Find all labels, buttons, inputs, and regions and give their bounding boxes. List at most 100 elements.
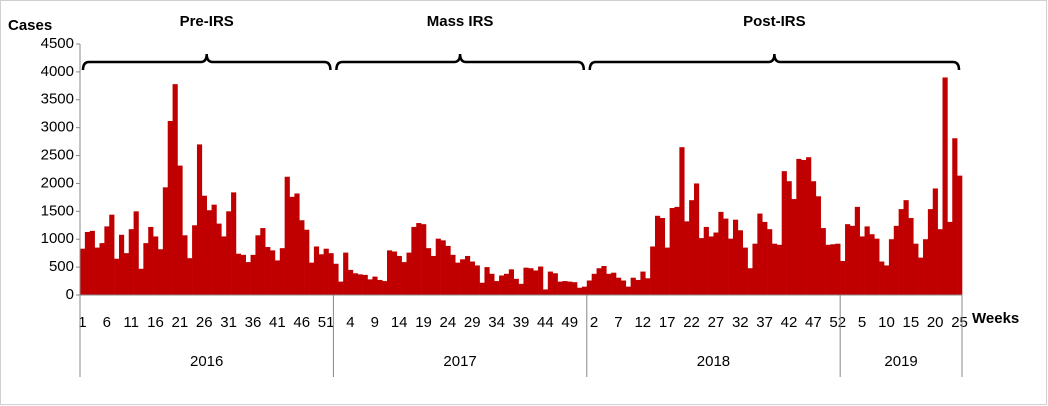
x-tick-label: 1 — [78, 314, 86, 331]
bar — [450, 254, 456, 295]
bar — [640, 271, 646, 295]
bar — [620, 280, 627, 295]
y-tick-label: 0 — [66, 286, 74, 303]
bar — [533, 270, 539, 295]
x-tick-label: 21 — [172, 314, 189, 331]
bar — [854, 206, 860, 295]
bar — [265, 247, 271, 295]
x-tick-label: 16 — [147, 314, 164, 331]
x-tick-label: 17 — [659, 314, 676, 331]
bar — [796, 158, 802, 295]
x-tick-label: 47 — [805, 314, 822, 331]
bar — [762, 221, 768, 295]
bar — [196, 144, 203, 295]
y-tick-label: 1000 — [41, 230, 74, 247]
year-label: 2016 — [190, 353, 223, 370]
bar — [674, 206, 680, 295]
bar — [406, 252, 412, 295]
x-tick-label: 11 — [123, 314, 139, 331]
bar — [416, 223, 422, 295]
bar — [864, 226, 870, 295]
bar — [80, 248, 86, 295]
bar — [411, 226, 417, 295]
x-tick-label: 20 — [927, 314, 944, 331]
bar — [503, 273, 510, 295]
bar — [89, 230, 95, 295]
bar — [586, 280, 592, 295]
bar — [659, 218, 666, 295]
bar — [747, 268, 753, 295]
bar — [440, 240, 446, 295]
x-tick-label: 39 — [513, 314, 530, 331]
bar — [703, 226, 709, 295]
bar — [357, 274, 363, 295]
bar — [518, 283, 524, 295]
bar — [927, 209, 934, 295]
bar — [372, 276, 378, 295]
bar — [547, 271, 553, 295]
x-tick-label: 26 — [196, 314, 213, 331]
bar — [474, 265, 480, 295]
bar — [143, 243, 149, 295]
bar — [362, 274, 368, 295]
bar — [279, 248, 285, 295]
bar — [343, 252, 349, 295]
bar — [723, 218, 729, 295]
bar — [932, 188, 938, 295]
bar — [460, 259, 466, 295]
bar — [664, 247, 670, 295]
bar — [172, 84, 178, 295]
bar — [655, 215, 661, 295]
bar — [908, 218, 914, 295]
x-tick-label: 4 — [346, 314, 354, 331]
y-tick-label: 2000 — [41, 174, 74, 191]
bar — [182, 235, 188, 295]
phase-label: Post-IRS — [743, 13, 806, 30]
x-tick-label: 19 — [415, 314, 432, 331]
bar — [757, 213, 763, 295]
bar — [396, 255, 402, 295]
bar — [669, 207, 675, 295]
x-tick-label: 5 — [858, 314, 866, 331]
x-tick-label: 42 — [781, 314, 798, 331]
bar — [304, 229, 310, 295]
bar — [840, 260, 846, 295]
bar — [192, 225, 198, 295]
bar — [806, 157, 812, 295]
bar — [109, 214, 115, 295]
bar — [557, 281, 563, 295]
bar — [114, 258, 120, 295]
bar — [226, 211, 232, 295]
x-tick-label: 44 — [537, 314, 554, 331]
bar — [157, 249, 164, 295]
bar — [299, 220, 305, 295]
bar — [338, 281, 344, 295]
bar — [577, 287, 583, 295]
x-tick-label: 37 — [756, 314, 773, 331]
bar — [689, 200, 695, 295]
x-tick-label: 36 — [245, 314, 262, 331]
y-tick-label: 3000 — [41, 119, 74, 136]
bar — [499, 275, 505, 295]
bar — [732, 219, 739, 295]
bar — [84, 231, 91, 295]
y-tick-label: 1500 — [41, 202, 74, 219]
bar — [835, 243, 841, 295]
bar — [918, 257, 924, 295]
bar — [791, 199, 797, 295]
bar — [162, 187, 169, 295]
bar — [128, 229, 134, 295]
bar — [903, 200, 909, 295]
bar — [630, 277, 636, 295]
bar — [221, 236, 227, 295]
bar — [542, 289, 549, 295]
bar — [923, 239, 929, 295]
x-tick-label: 22 — [683, 314, 700, 331]
x-tick-label: 27 — [708, 314, 725, 331]
x-tick-label: 49 — [561, 314, 578, 331]
bar — [118, 234, 125, 295]
y-tick-label: 500 — [49, 258, 74, 275]
bar — [123, 253, 130, 295]
x-tick-label: 51 — [318, 314, 335, 331]
bar — [284, 176, 290, 295]
